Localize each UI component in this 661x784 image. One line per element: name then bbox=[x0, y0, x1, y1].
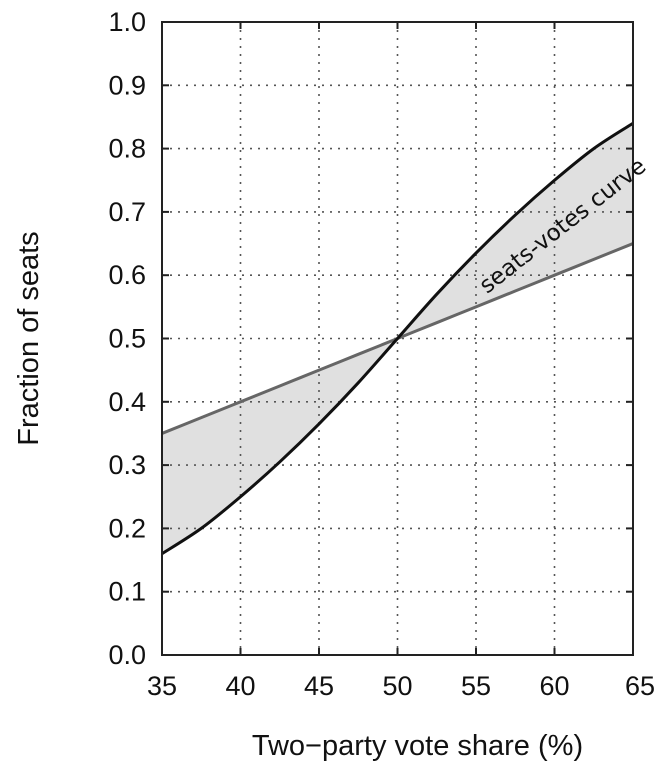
x-axis-title: Two−party vote share (%) bbox=[252, 730, 583, 762]
x-tick-label: 35 bbox=[147, 671, 177, 701]
x-tick-label: 55 bbox=[461, 671, 491, 701]
x-tick-label: 40 bbox=[225, 671, 255, 701]
y-tick-label: 1.0 bbox=[108, 7, 146, 37]
y-tick-label: 0.1 bbox=[108, 577, 146, 607]
x-tick-label: 50 bbox=[382, 671, 412, 701]
y-tick-label: 0.9 bbox=[108, 70, 146, 100]
y-tick-label: 0.7 bbox=[108, 197, 146, 227]
y-tick-label: 0.2 bbox=[108, 513, 146, 543]
y-tick-label: 0.3 bbox=[108, 450, 146, 480]
y-tick-label: 0.6 bbox=[108, 260, 146, 290]
y-tick-label: 0.4 bbox=[108, 387, 146, 417]
y-axis-title: Fraction of seats bbox=[13, 231, 45, 445]
x-tick-label: 60 bbox=[539, 671, 569, 701]
x-tick-label: 65 bbox=[625, 671, 655, 701]
x-tick-label: 45 bbox=[304, 671, 334, 701]
y-tick-label: 0.5 bbox=[108, 324, 146, 354]
y-tick-label: 0.8 bbox=[108, 134, 146, 164]
series-line-seats-votes-curve bbox=[161, 122, 634, 555]
y-tick-label: 0.0 bbox=[108, 640, 146, 670]
